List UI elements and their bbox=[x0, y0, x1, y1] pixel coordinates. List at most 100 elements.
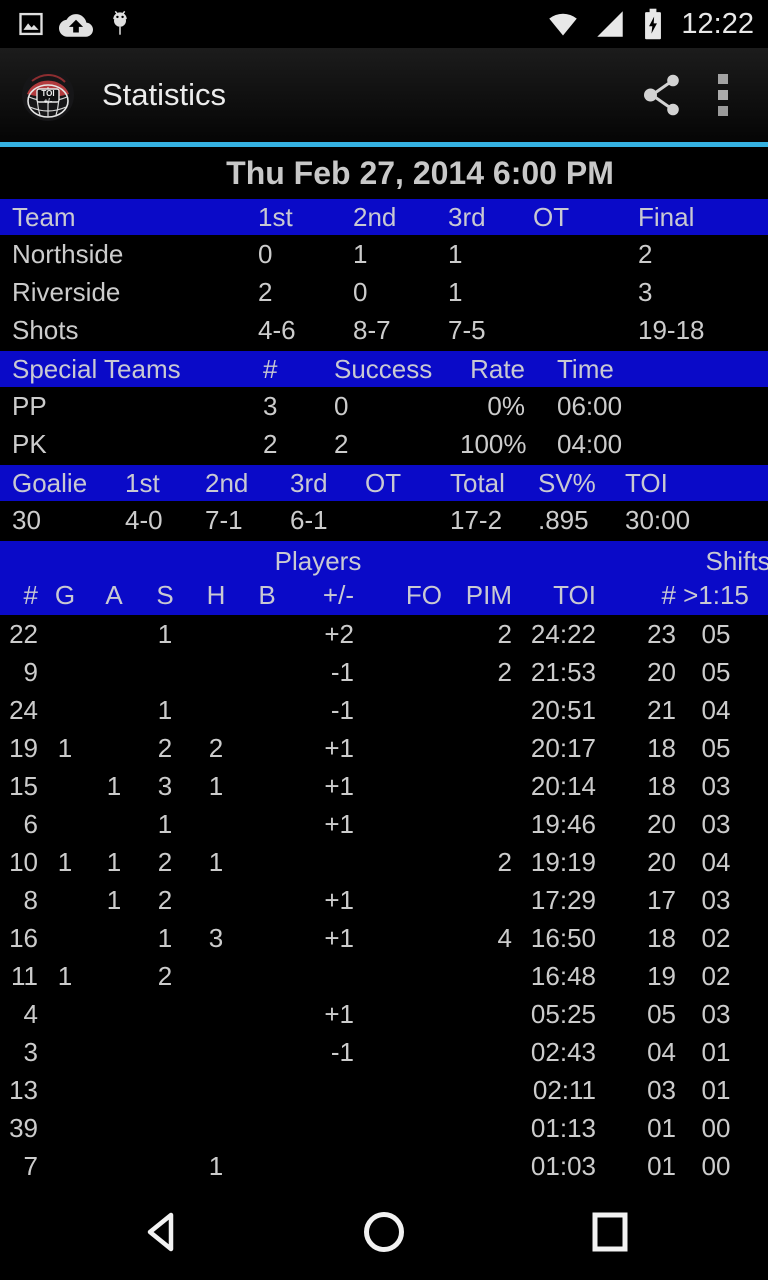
player-row-cell: 02:43 bbox=[530, 1037, 596, 1067]
special-teams-row-cell: 0% bbox=[487, 391, 525, 421]
player-row-cell bbox=[362, 1071, 448, 1109]
players_table-header-cell: H bbox=[206, 580, 226, 610]
player-row-cell bbox=[362, 919, 448, 957]
player-row-cell bbox=[362, 957, 448, 995]
adb-icon bbox=[107, 9, 133, 39]
player-row-cell bbox=[88, 805, 140, 843]
player-row-cell: 1 bbox=[208, 1151, 224, 1181]
score-row-cell: 3 bbox=[638, 277, 653, 307]
goalie_table-header-cell: 3rd bbox=[290, 468, 328, 498]
player-row-cell bbox=[42, 1109, 88, 1147]
player-row-cell bbox=[190, 1033, 242, 1071]
special_teams_table-header-cell: # bbox=[263, 354, 278, 384]
player-row-cell bbox=[242, 1071, 292, 1109]
player-row-cell bbox=[242, 881, 292, 919]
player-row-cell bbox=[448, 691, 518, 729]
special-teams-row-cell: 04:00 bbox=[557, 429, 623, 459]
player-row-cell bbox=[448, 995, 518, 1033]
player-row-cell bbox=[242, 729, 292, 767]
goalie_table-header: Goalie 1st 2nd 3rd OT Total SV% TOI bbox=[0, 465, 768, 501]
picture-icon bbox=[17, 10, 45, 38]
player-row-cell bbox=[42, 995, 88, 1033]
goalie_table-header-cell: 2nd bbox=[205, 468, 249, 498]
share-button[interactable] bbox=[626, 48, 698, 142]
cell-signal-icon bbox=[594, 10, 626, 38]
player-row-cell: 3 bbox=[157, 771, 173, 801]
player-row-cell: 03 bbox=[701, 809, 731, 839]
score_table-header-cell: Team bbox=[12, 202, 76, 232]
player-row-cell: 03 bbox=[701, 999, 731, 1029]
player-row-cell bbox=[362, 1033, 448, 1071]
score_table-header: Team 1st 2nd 3rd OT Final bbox=[0, 199, 768, 235]
player-row-cell bbox=[292, 957, 362, 995]
stats-scroll-area[interactable]: Thu Feb 27, 2014 6:00 PM Team 1st 2nd 3rd OT… bbox=[0, 147, 768, 1185]
player-row-cell: 3 bbox=[208, 923, 224, 953]
player-row-cell: 17 bbox=[647, 885, 676, 915]
player-row-cell bbox=[362, 691, 448, 729]
player-row-cell: 21:53 bbox=[530, 657, 596, 687]
goalie_table-header-cell: TOI bbox=[625, 468, 668, 498]
score-row-cell: Northside bbox=[12, 239, 124, 269]
score-row-cell bbox=[525, 311, 630, 349]
player-row-cell: 24 bbox=[9, 695, 38, 725]
player-row-cell: 01 bbox=[647, 1151, 676, 1181]
player-row-cell bbox=[362, 1109, 448, 1147]
recents-icon bbox=[592, 1212, 628, 1251]
player-row-cell: 1 bbox=[106, 885, 122, 915]
player-row-cell: 7 bbox=[23, 1151, 38, 1181]
player-row-cell bbox=[42, 1147, 88, 1185]
player-row-cell bbox=[140, 653, 190, 691]
player-row-cell bbox=[42, 615, 88, 653]
goalie-row-cell: 30 bbox=[12, 505, 41, 535]
player-row-cell: +1 bbox=[324, 923, 354, 953]
player-row-cell bbox=[190, 995, 242, 1033]
player-row-cell: 16:50 bbox=[530, 923, 596, 953]
special_teams_table-header-cell: Time bbox=[557, 354, 614, 384]
player-row: 11 1 2 16:48 19 02 bbox=[0, 957, 768, 995]
back-button[interactable] bbox=[112, 1183, 212, 1280]
player-row-cell bbox=[190, 805, 242, 843]
score-row-cell: 1 bbox=[448, 277, 463, 307]
players-group-label: Players bbox=[274, 546, 362, 576]
players_table-header-cell: >1:15 bbox=[683, 580, 749, 610]
recents-button[interactable] bbox=[560, 1183, 660, 1280]
overflow-menu-button[interactable] bbox=[698, 48, 748, 142]
player-row-cell bbox=[42, 691, 88, 729]
score_table-header-cell: 2nd bbox=[353, 202, 397, 232]
player-row-cell: +1 bbox=[324, 809, 354, 839]
player-row-cell: 03 bbox=[647, 1075, 676, 1105]
player-row-cell: 01 bbox=[647, 1113, 676, 1143]
player-row-cell bbox=[42, 881, 88, 919]
player-row-cell: 04 bbox=[701, 847, 731, 877]
back-icon bbox=[147, 1212, 174, 1251]
special-teams-row-cell: 2 bbox=[263, 429, 278, 459]
player-row-cell bbox=[448, 957, 518, 995]
player-row-cell: 03 bbox=[701, 885, 731, 915]
players_table-header-cell: # bbox=[23, 580, 38, 610]
players-table: Players Shifts # G A S H B +/- FO PIM TOI # >1:15 2… bbox=[0, 541, 768, 1185]
overflow-menu-icon bbox=[718, 74, 728, 116]
player-row-cell: 1 bbox=[157, 695, 173, 725]
score-row-cell: 1 bbox=[448, 239, 463, 269]
goalie_table-header-cell: Goalie bbox=[12, 468, 88, 498]
player-row-cell bbox=[362, 881, 448, 919]
player-row-cell: 20 bbox=[647, 657, 676, 687]
players_table-header-cell: +/- bbox=[322, 580, 354, 610]
player-row-cell: 1 bbox=[106, 771, 122, 801]
goalie-row-cell: 7-1 bbox=[205, 505, 243, 535]
player-row-cell bbox=[140, 1071, 190, 1109]
player-row-cell: 05 bbox=[701, 657, 731, 687]
score-row-cell: 2 bbox=[258, 277, 273, 307]
players_table-header: # G A S H B +/- FO PIM TOI # >1:15 bbox=[0, 578, 768, 615]
player-row-cell: 1 bbox=[57, 961, 73, 991]
player-row-cell: 1 bbox=[57, 847, 73, 877]
score-row-cell: 0 bbox=[258, 239, 273, 269]
score-row-cell: 8-7 bbox=[353, 315, 391, 345]
player-row-cell: 1 bbox=[57, 733, 73, 763]
home-button[interactable] bbox=[334, 1183, 434, 1280]
player-row-cell bbox=[448, 767, 518, 805]
score_table-header-cell: 3rd bbox=[448, 202, 486, 232]
score-row-cell: Shots bbox=[12, 315, 79, 345]
player-row-cell: +1 bbox=[324, 733, 354, 763]
player-row-cell: 1 bbox=[157, 923, 173, 953]
